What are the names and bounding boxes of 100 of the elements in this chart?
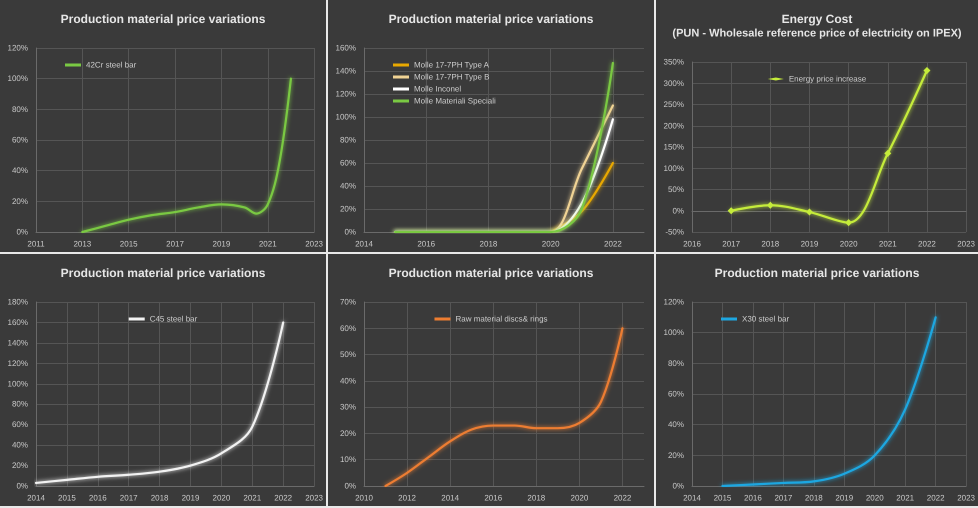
x-tick-label: 2016 (88, 494, 108, 502)
x-tick-label: 2021 (258, 240, 278, 248)
y-tick-label: 70% (340, 298, 356, 306)
y-tick-label: 0% (16, 228, 28, 236)
y-tick-label: 300% (664, 78, 684, 88)
line-series (721, 316, 937, 488)
y-tick-label: 10% (340, 455, 356, 464)
line-series (81, 78, 292, 234)
y-tick-label: 120% (664, 298, 684, 306)
x-tick-label: 2017 (166, 240, 184, 248)
x-tick-label: 2023 (305, 494, 324, 502)
x-tick-label: 2022 (274, 494, 293, 502)
y-tick-label: 60% (340, 158, 356, 168)
y-tick-label: 50% (668, 185, 684, 194)
y-tick-label: 350% (664, 58, 684, 66)
x-tick-label: 2014 (683, 494, 702, 502)
y-tick-label: 20% (12, 196, 28, 206)
y-tick-label: 40% (340, 376, 356, 386)
point (766, 202, 774, 209)
y-tick-label: 100% (8, 74, 28, 84)
legend-label: Raw material discs& rings (455, 314, 548, 324)
line-series (34, 321, 284, 484)
x-tick-label: 2018 (761, 240, 780, 248)
y-tick-label: 80% (668, 358, 684, 368)
y-tick-label: 40% (12, 440, 28, 450)
y-tick-label: 20% (340, 428, 356, 438)
y-tick-label: 60% (12, 420, 28, 430)
x-tick-label: 2020 (542, 240, 560, 248)
x-tick-label: 2018 (804, 494, 824, 502)
chart-title: Production material price variations (714, 266, 920, 280)
x-tick-label: 2019 (835, 494, 854, 502)
x-tick-label: 2023 (957, 494, 976, 502)
chart-subtitle: (PUN - Wholesale reference price of electricity on IPEX) (672, 28, 962, 40)
y-tick-label: 100% (8, 379, 28, 388)
y-tick-label: 60% (340, 324, 356, 333)
x-tick-label: 2021 (243, 494, 262, 502)
x-tick-label: 2020 (840, 240, 858, 248)
x-tick-label: 2018 (527, 494, 546, 502)
y-tick-label: 120% (336, 90, 356, 98)
x-tick-label: 2020 (212, 494, 231, 502)
y-tick-label: 100% (336, 112, 356, 122)
y-tick-label: 100% (664, 328, 684, 338)
x-tick-label: 2015 (714, 494, 732, 502)
x-tick-label: 2015 (58, 494, 76, 502)
x-tick-label: 2023 (305, 240, 324, 248)
x-tick-label: 2022 (918, 240, 936, 248)
y-tick-label: 80% (12, 400, 28, 409)
x-tick-label: 2020 (570, 494, 589, 502)
legend-label: Molle 17-7PH Type B (414, 72, 490, 82)
legend-label: C45 steel bar (150, 314, 198, 324)
x-tick-label: 2016 (484, 494, 503, 502)
x-tick-label: 2021 (878, 240, 898, 248)
x-tick-label: 2017 (722, 240, 741, 248)
y-tick-label: 100% (664, 164, 684, 173)
legend-label: 42Cr steel bar (86, 60, 137, 70)
chart-title: Production material price variations (388, 266, 594, 280)
x-tick-label: 2022 (926, 494, 946, 502)
y-tick-label: 40% (12, 166, 28, 176)
y-tick-label: 20% (12, 461, 28, 470)
x-tick-label: 2014 (27, 494, 46, 502)
y-tick-label: 40% (668, 420, 684, 430)
x-tick-label: 2022 (604, 240, 622, 248)
y-tick-label: 120% (8, 44, 28, 52)
y-tick-label: -50% (665, 228, 684, 236)
chart-title: Energy Cost (782, 12, 852, 26)
x-tick-label: 2016 (417, 240, 436, 248)
line-series (384, 327, 624, 488)
y-tick-label: 0% (672, 482, 684, 490)
x-tick-label: 2018 (150, 494, 170, 502)
legend-label: X30 steel bar (742, 314, 790, 324)
y-tick-label: 140% (8, 338, 28, 348)
x-tick-label: 2021 (896, 494, 915, 502)
x-tick-label: 2015 (120, 240, 138, 248)
legend-label: Molle Inconel (414, 84, 462, 94)
y-tick-label: 160% (8, 318, 28, 327)
x-tick-label: 2019 (212, 240, 231, 248)
x-tick-label: 2012 (398, 494, 417, 502)
point (923, 67, 930, 74)
y-tick-label: 160% (336, 44, 356, 52)
x-tick-label: 2023 (957, 240, 976, 248)
x-tick-label: 2016 (683, 240, 702, 248)
point (728, 207, 735, 214)
x-tick-label: 2013 (73, 240, 92, 248)
legend-label: Molle 17-7PH Type A (414, 60, 490, 70)
y-tick-label: 20% (668, 450, 684, 460)
x-tick-label: 2010 (355, 494, 374, 502)
y-tick-label: 40% (340, 182, 356, 190)
y-tick-label: 20% (340, 204, 356, 214)
y-tick-label: 0% (344, 228, 356, 236)
y-tick-label: 50% (340, 350, 356, 360)
y-tick-label: 140% (336, 66, 356, 76)
y-tick-label: 60% (668, 390, 684, 398)
x-tick-label: 2019 (800, 240, 819, 248)
y-tick-label: 200% (664, 121, 684, 130)
legend-label: Molle Materiali Speciali (414, 96, 496, 106)
point (884, 150, 892, 157)
y-tick-label: 80% (12, 104, 28, 114)
y-tick-label: 0% (16, 482, 28, 490)
y-tick-label: 150% (664, 142, 684, 152)
y-tick-label: 250% (664, 100, 684, 109)
